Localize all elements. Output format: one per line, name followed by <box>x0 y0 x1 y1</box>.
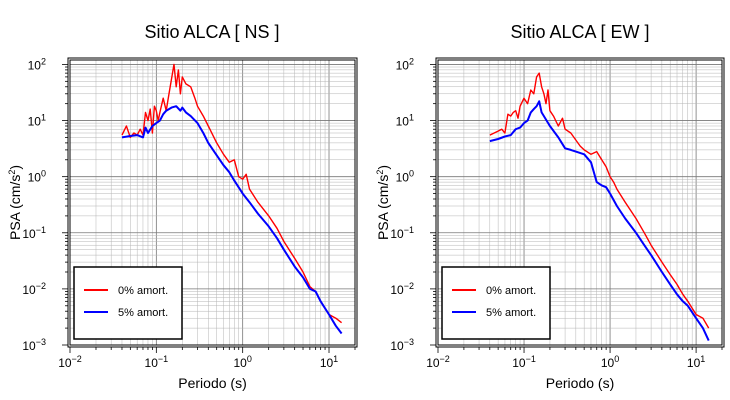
y-tick-label: 101 <box>28 113 46 129</box>
legend-box <box>441 266 551 340</box>
y-tick-label: 10−3 <box>22 337 46 353</box>
y-tick-label: 10−3 <box>390 337 414 353</box>
x-axis-label: Periodo (s) <box>178 375 246 391</box>
y-tick-label: 101 <box>396 113 414 129</box>
legend-box <box>73 266 183 340</box>
y-tick-label: 100 <box>28 169 46 185</box>
y-tick-label: 102 <box>28 56 46 72</box>
legend-label: 5% amort. <box>486 307 536 319</box>
x-tick-label: 10−1 <box>145 354 169 370</box>
x-tick-label: 100 <box>233 354 251 370</box>
x-tick-label: 100 <box>601 354 619 370</box>
y-tick-label: 10−2 <box>22 281 46 297</box>
x-tick-label: 10−2 <box>58 354 82 370</box>
plot-frame-outer <box>435 57 725 348</box>
y-tick-label: 10−1 <box>390 225 414 241</box>
series-line-damped <box>121 105 343 335</box>
x-axis-label: Periodo (s) <box>546 375 614 391</box>
plot-frame <box>437 59 723 346</box>
x-tick-label: 10−2 <box>426 354 450 370</box>
legend-label: 5% amort. <box>118 307 168 319</box>
y-tick-label: 10−2 <box>390 281 414 297</box>
y-tick-label: 102 <box>396 56 414 72</box>
series-line-undamped <box>489 72 710 329</box>
y-axis-label: PSA (cm/s2) <box>7 165 23 240</box>
plot-frame <box>69 59 356 346</box>
plot-frame-outer <box>67 57 358 348</box>
x-tick-label: 10−1 <box>512 354 536 370</box>
y-tick-label: 100 <box>396 169 414 185</box>
chart-title: Sitio ALCA [ NS ] <box>144 22 279 42</box>
y-axis-label: PSA (cm/s2) <box>375 165 391 240</box>
chart-panel-1: 10−2 10−1 100 101 10−3 10−2 10−1 100 101 102 Sitio… <box>7 22 358 391</box>
series-line-damped <box>489 100 710 342</box>
series-line-undamped <box>121 63 343 324</box>
chart-panel-2: 10−2 10−1 100 101 10−3 10−2 10−1 100 101 102 Sitio… <box>375 22 725 391</box>
x-tick-label: 101 <box>687 354 705 370</box>
legend-label: 0% amort. <box>118 285 168 297</box>
chart-title: Sitio ALCA [ EW ] <box>510 22 649 42</box>
x-tick-label: 101 <box>320 354 338 370</box>
legend-label: 0% amort. <box>486 285 536 297</box>
y-tick-label: 10−1 <box>22 225 46 241</box>
